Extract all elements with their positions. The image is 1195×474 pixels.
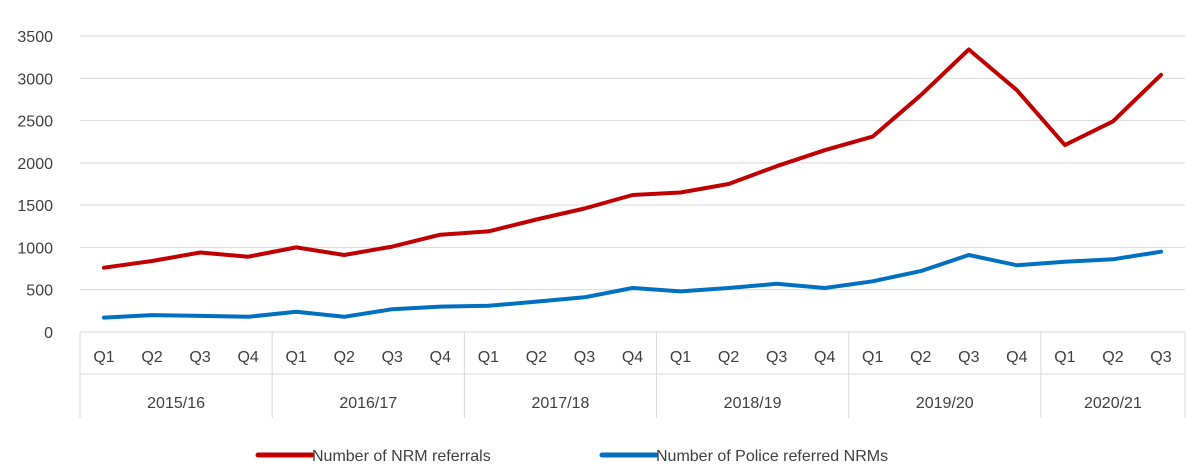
x-tick-label-quarter: Q2: [526, 349, 547, 366]
y-tick-label: 500: [26, 283, 53, 300]
x-tick-label-quarter: Q3: [189, 349, 210, 366]
series-lines: [102, 47, 1163, 320]
gridlines: [80, 35, 1185, 333]
x-tick-label-quarter: Q1: [1054, 349, 1075, 366]
x-tick-label-year: 2020/21: [1084, 395, 1142, 412]
x-tick-label-quarter: Q2: [1102, 349, 1123, 366]
x-tick-label-quarter: Q3: [766, 349, 787, 366]
y-axis-ticks: 0 500 1000 1500 2000 2500 3000 3500: [17, 29, 53, 342]
x-tick-label-quarter: Q3: [574, 349, 595, 366]
x-tick-label-year: 2018/19: [724, 395, 782, 412]
x-tick-label-quarter: Q2: [718, 349, 739, 366]
y-tick-label: 1000: [17, 240, 53, 257]
y-tick-label: 2500: [17, 114, 53, 131]
x-tick-label-quarter: Q4: [430, 349, 451, 366]
legend: Number of NRM referrals Number of Police…: [255, 448, 888, 465]
legend-label-police-referred-nrms: Number of Police referred NRMs: [656, 448, 888, 465]
x-tick-label-quarter: Q4: [1006, 349, 1027, 366]
x-tick-label-year: 2016/17: [339, 395, 397, 412]
x-tick-label-quarter: Q1: [93, 349, 114, 366]
series-line-1: [102, 249, 1163, 320]
x-tick-label-quarter: Q1: [286, 349, 307, 366]
x-tick-label-quarter: Q1: [478, 349, 499, 366]
x-tick-label-quarter: Q1: [670, 349, 691, 366]
x-tick-label-quarter: Q2: [334, 349, 355, 366]
x-tick-label-year: 2015/16: [147, 395, 205, 412]
x-tick-label-year: 2019/20: [916, 395, 974, 412]
y-tick-label: 2000: [17, 156, 53, 173]
y-tick-label: 0: [44, 325, 53, 342]
x-tick-label-quarter: Q4: [237, 349, 258, 366]
legend-label-nrm-referrals: Number of NRM referrals: [312, 448, 491, 465]
x-tick-label-quarter: Q2: [141, 349, 162, 366]
x-tick-label-quarter: Q3: [1150, 349, 1171, 366]
x-axis: Q1 Q2 Q3 Q4 Q1 Q2 Q3 Q4 Q1 Q2 Q3 Q4 Q1 Q2 Q3 Q4 Q1 Q2 Q3 Q4…: [79, 332, 1186, 418]
y-tick-label: 3000: [17, 71, 53, 88]
x-tick-label-quarter: Q2: [910, 349, 931, 366]
x-tick-label-quarter: Q3: [382, 349, 403, 366]
x-tick-label-quarter: Q4: [622, 349, 643, 366]
x-tick-label-quarter: Q3: [958, 349, 979, 366]
series-line-0: [102, 47, 1163, 270]
y-tick-label: 1500: [17, 198, 53, 215]
x-tick-label-year: 2017/18: [532, 395, 590, 412]
x-tick-label-quarter: Q4: [814, 349, 835, 366]
x-tick-label-quarter: Q1: [862, 349, 883, 366]
y-tick-label: 3500: [17, 29, 53, 46]
